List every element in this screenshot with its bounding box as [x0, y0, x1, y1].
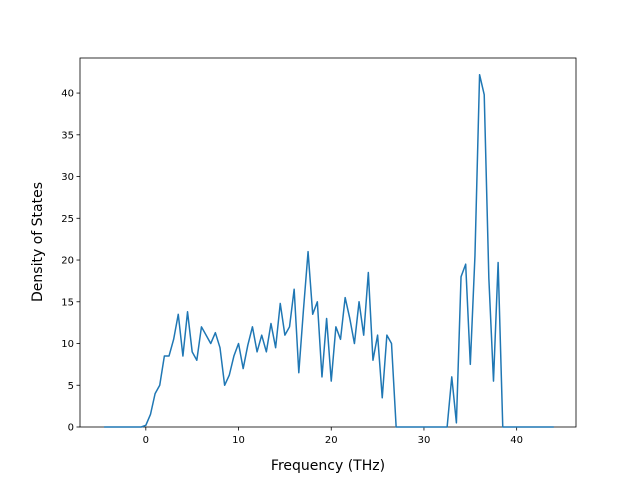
y-tick-label: 25 — [61, 214, 74, 225]
x-tick-label: 30 — [418, 435, 431, 446]
y-tick-label: 40 — [61, 89, 74, 100]
y-axis-label: Density of States — [30, 182, 46, 302]
x-tick-label: 10 — [232, 435, 245, 446]
axes-frame — [79, 57, 577, 428]
y-tick-label: 35 — [61, 130, 74, 141]
x-tick-label: 0 — [143, 435, 149, 446]
line — [104, 73, 554, 428]
y-tick-label: 10 — [61, 339, 74, 350]
y-tick-label: 30 — [61, 172, 74, 183]
y-tick-label: 0 — [68, 423, 74, 434]
x-tick-label: 40 — [510, 435, 523, 446]
x-axis-label: Frequency (THz) — [271, 458, 385, 474]
y-tick-label: 20 — [61, 256, 74, 267]
y-tick-label: 5 — [68, 381, 74, 392]
y-tick-label: 15 — [61, 297, 74, 308]
x-tick-label: 20 — [325, 435, 338, 446]
